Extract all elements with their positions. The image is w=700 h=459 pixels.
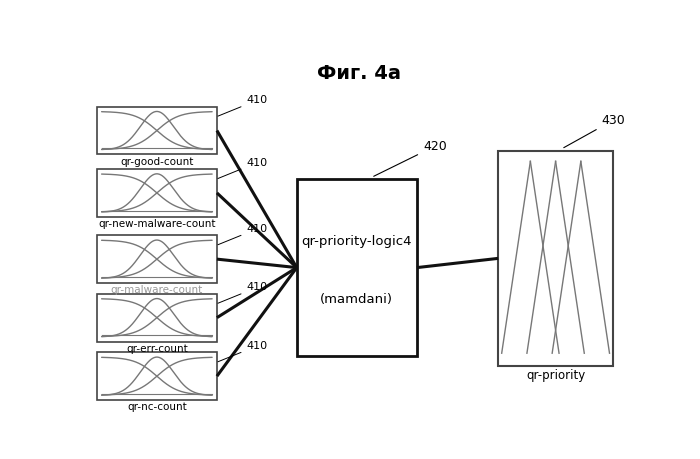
- Text: (mamdani): (mamdani): [321, 293, 393, 306]
- Text: qr-good-count: qr-good-count: [120, 157, 193, 167]
- Text: Фиг. 4a: Фиг. 4a: [316, 64, 400, 83]
- Text: qr-malware-count: qr-malware-count: [111, 285, 203, 295]
- Text: 410: 410: [218, 224, 267, 245]
- Text: 410: 410: [218, 158, 267, 179]
- Bar: [97, 353, 217, 400]
- Text: 410: 410: [218, 282, 267, 303]
- Bar: [97, 106, 217, 154]
- Text: 410: 410: [218, 95, 267, 116]
- Bar: [97, 294, 217, 341]
- Text: qr-nc-count: qr-nc-count: [127, 403, 187, 412]
- Text: 430: 430: [564, 114, 625, 148]
- Bar: [297, 179, 417, 356]
- Text: qr-err-count: qr-err-count: [126, 344, 188, 354]
- Bar: [498, 151, 613, 366]
- Bar: [97, 235, 217, 283]
- Text: qr-priority: qr-priority: [526, 369, 585, 382]
- Text: qr-new-malware-count: qr-new-malware-count: [98, 219, 216, 229]
- Bar: [97, 169, 217, 217]
- Text: 420: 420: [374, 140, 447, 176]
- Text: qr-priority-logic4: qr-priority-logic4: [302, 235, 412, 247]
- Text: 410: 410: [218, 341, 267, 362]
